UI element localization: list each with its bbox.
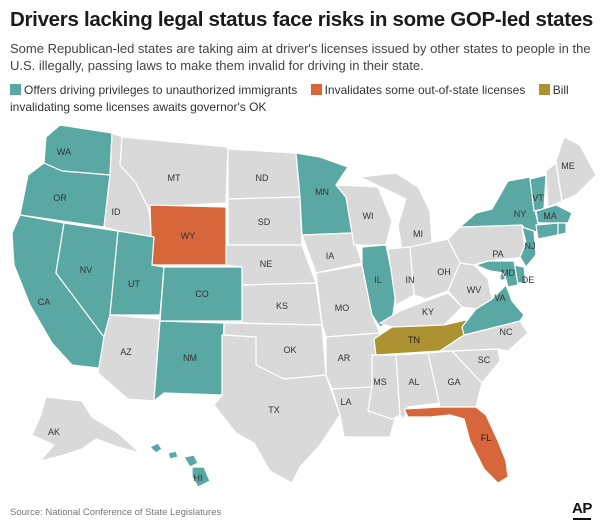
label-de: DE: [522, 275, 535, 285]
label-hi: HI: [194, 473, 203, 483]
label-al: AL: [408, 377, 419, 387]
legend-label-invalidates: Invalidates some out-of-state licenses: [324, 83, 526, 97]
label-pa: PA: [492, 249, 503, 259]
state-md: [475, 260, 519, 288]
label-ne: NE: [260, 259, 273, 269]
label-wa: WA: [57, 147, 71, 157]
state-dc: [499, 274, 506, 281]
state-mt: [119, 136, 229, 208]
label-nm: NM: [183, 353, 197, 363]
state-hi-island-4: [191, 466, 211, 488]
label-ky: KY: [422, 307, 434, 317]
state-ms: [367, 354, 401, 420]
label-ia: IA: [326, 251, 335, 261]
legend-swatch-offers: [10, 84, 21, 95]
label-me: ME: [561, 161, 575, 171]
label-mt: MT: [168, 173, 181, 183]
label-nv: NV: [80, 265, 93, 275]
state-tx: [213, 334, 341, 484]
state-ak: [31, 396, 141, 462]
label-wy: WY: [181, 231, 196, 241]
state-ct: [535, 222, 559, 240]
label-ca: CA: [38, 297, 51, 307]
legend-label-pending: Bill invalidating some licenses awaits g…: [10, 83, 569, 114]
legend-swatch-invalidates: [310, 84, 322, 95]
state-ri: [557, 222, 567, 236]
label-id: ID: [112, 207, 122, 217]
legend-item-pending: Bill invalidating some licenses awaits g…: [10, 83, 569, 114]
label-mo: MO: [335, 303, 350, 313]
legend-item-offers: Offers driving privileges to unauthorize…: [10, 83, 301, 97]
label-ak: AK: [48, 427, 60, 437]
us-map: WA OR CA NV ID MT WY UT CO AZ NM ND SD N…: [11, 124, 597, 488]
label-in: IN: [406, 275, 415, 285]
label-ks: KS: [276, 301, 288, 311]
label-co: CO: [195, 289, 209, 299]
state-nj: [519, 226, 537, 268]
label-ny: NY: [514, 209, 527, 219]
label-az: AZ: [120, 347, 132, 357]
chart-subtitle: Some Republican-led states are taking ai…: [10, 41, 591, 73]
label-nc: NC: [500, 327, 513, 337]
label-ms: MS: [373, 377, 387, 387]
source-note: Source: National Conference of State Leg…: [10, 507, 222, 518]
label-ar: AR: [338, 353, 351, 363]
label-sd: SD: [258, 217, 271, 227]
label-tn: TN: [408, 335, 420, 345]
state-nm: [153, 320, 225, 402]
state-hi-island-2: [167, 450, 179, 460]
ap-logo: AP: [572, 500, 592, 520]
state-ma: [535, 204, 573, 224]
label-nj: NJ: [525, 241, 536, 251]
label-la: LA: [340, 397, 351, 407]
state-az: [97, 314, 161, 402]
state-ny: [459, 176, 541, 234]
legend-item-invalidates: Invalidates some out-of-state licenses: [310, 83, 529, 97]
state-hi: [149, 442, 163, 454]
label-wv: WV: [467, 285, 482, 295]
label-mn: MN: [315, 187, 329, 197]
legend: Offers driving privileges to unauthorize…: [10, 82, 595, 116]
label-md: MD: [501, 268, 515, 278]
label-sc: SC: [478, 355, 491, 365]
label-or: OR: [53, 193, 67, 203]
label-ma: MA: [543, 211, 557, 221]
state-hi-island-3: [183, 454, 199, 468]
legend-label-offers: Offers driving privileges to unauthorize…: [24, 83, 298, 97]
state-me: [555, 136, 597, 202]
label-nd: ND: [256, 173, 269, 183]
chart-title: Drivers lacking legal status face risks …: [10, 8, 593, 31]
legend-swatch-pending: [538, 84, 550, 95]
label-ga: GA: [447, 377, 460, 387]
label-va: VA: [494, 293, 505, 303]
label-ut: UT: [128, 279, 140, 289]
label-il: IL: [374, 275, 382, 285]
label-wi: WI: [363, 211, 374, 221]
state-pa: [447, 224, 527, 266]
label-vt: VT: [532, 193, 544, 203]
label-fl: FL: [481, 433, 492, 443]
label-tx: TX: [268, 405, 280, 415]
label-oh: OH: [437, 267, 451, 277]
label-ok: OK: [283, 345, 296, 355]
state-fl: [403, 406, 509, 484]
label-mi: MI: [413, 229, 423, 239]
